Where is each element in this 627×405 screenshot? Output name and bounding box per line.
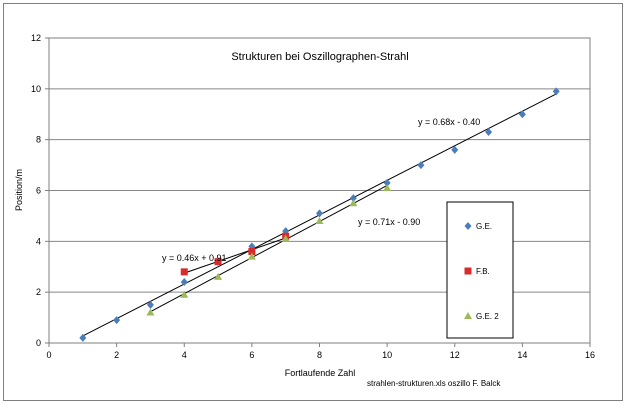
x-tick-label: 4 (182, 350, 187, 360)
data-points (79, 87, 560, 342)
y-tick-label: 2 (36, 287, 41, 297)
x-tick-label: 16 (585, 350, 595, 360)
data-point (417, 161, 425, 170)
y-tick-label: 6 (36, 186, 41, 196)
data-point (552, 87, 560, 96)
data-point (146, 308, 155, 316)
legend-item: F.B. (464, 267, 490, 276)
y-tick-label: 8 (36, 135, 41, 145)
chart-frame (3, 3, 623, 401)
trendline-equation-ge: y = 0.68x - 0.40 (418, 117, 480, 127)
legend-label: F.B. (476, 267, 490, 276)
trendline-equation-fb: y = 0.46x + 0.91 (162, 253, 227, 263)
data-point (248, 248, 256, 255)
data-point (451, 145, 459, 154)
trendline-equation-ge2: y = 0.71x - 0.90 (358, 217, 420, 227)
legend-marker (464, 222, 472, 230)
data-point (180, 268, 188, 276)
data-point (316, 209, 323, 218)
footnote: strahlen-strukturen.xls oszillo F. Balck (367, 379, 501, 388)
x-axis-label: Fortlaufende Zahl (285, 368, 356, 378)
y-tick-label: 0 (36, 338, 41, 348)
trendline (184, 237, 286, 274)
data-point (180, 278, 188, 286)
x-tick-label: 2 (114, 350, 119, 360)
legend-item: G.E. (464, 222, 492, 231)
legend-box (446, 201, 514, 339)
data-point (247, 252, 256, 260)
data-point (281, 234, 290, 242)
trendline (150, 184, 388, 313)
x-tick-label: 12 (450, 350, 460, 360)
data-point (315, 217, 324, 224)
axis-ticks: 0 2 4 6 8 10 12 0 2 4 6 8 10 12 14 16 (31, 33, 595, 360)
legend-label: G.E. 2 (476, 312, 499, 321)
data-point (146, 300, 154, 309)
data-point (113, 316, 121, 325)
x-tick-label: 10 (382, 350, 392, 360)
data-point (79, 333, 87, 342)
data-point (214, 258, 222, 266)
legend-item: G.E. 2 (464, 312, 499, 321)
data-point (485, 128, 493, 137)
data-point (383, 183, 392, 191)
data-point (349, 199, 358, 207)
data-point (383, 178, 391, 187)
data-point (349, 194, 357, 203)
data-point (214, 272, 223, 280)
y-axis-label: Position/m (14, 169, 24, 211)
legend-label: G.E. (476, 222, 492, 231)
x-tick-label: 14 (517, 350, 527, 360)
y-tick-label: 4 (36, 236, 41, 246)
legend: G.E. F.B. G.E. 2 (446, 201, 514, 339)
x-tick-label: 8 (317, 350, 322, 360)
legend-marker (464, 267, 472, 275)
data-point (180, 290, 189, 298)
x-tick-label: 0 (46, 350, 51, 360)
data-point (518, 110, 526, 119)
y-tick-label: 12 (31, 33, 41, 43)
x-tick-label: 6 (249, 350, 254, 360)
chart-title: Strukturen bei Oszillographen-Strahl (231, 51, 408, 63)
legend-marker (464, 312, 472, 319)
y-tick-label: 10 (31, 84, 41, 94)
